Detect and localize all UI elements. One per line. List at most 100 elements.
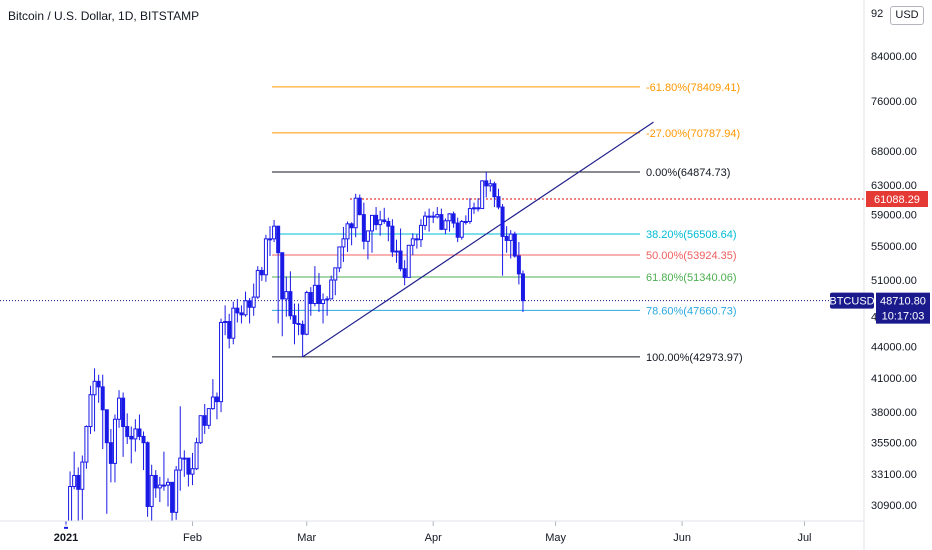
candle[interactable] [96, 374, 101, 403]
candle[interactable] [451, 211, 456, 228]
candle[interactable] [459, 219, 464, 240]
candle[interactable] [141, 431, 146, 471]
candle[interactable] [353, 193, 358, 238]
candle[interactable] [325, 296, 330, 316]
candle[interactable] [133, 419, 138, 452]
candle[interactable] [239, 305, 244, 324]
candle[interactable] [145, 441, 150, 517]
candle[interactable] [137, 414, 142, 441]
candle[interactable] [174, 466, 179, 520]
candle[interactable] [406, 244, 411, 278]
candle[interactable] [292, 303, 297, 345]
candle[interactable] [402, 260, 407, 286]
candle[interactable] [357, 194, 362, 216]
candle[interactable] [300, 320, 305, 357]
candle[interactable] [333, 267, 338, 296]
candle[interactable] [492, 181, 497, 208]
candle[interactable] [516, 242, 521, 285]
candle[interactable] [480, 180, 485, 210]
candle[interactable] [378, 210, 383, 236]
candle[interactable] [394, 239, 399, 263]
candle[interactable] [520, 270, 525, 312]
candle[interactable] [84, 425, 89, 469]
candle[interactable] [153, 470, 158, 498]
candle[interactable] [243, 291, 248, 317]
candle[interactable] [439, 208, 444, 231]
candle[interactable] [435, 207, 440, 219]
candle[interactable] [198, 415, 203, 444]
candle[interactable] [121, 392, 126, 457]
candle[interactable] [484, 171, 489, 198]
candle[interactable] [467, 198, 472, 224]
candle[interactable] [308, 287, 313, 316]
candle[interactable] [410, 233, 415, 256]
candle[interactable] [88, 385, 93, 434]
candle[interactable] [296, 303, 301, 336]
candle[interactable] [341, 226, 346, 262]
candle[interactable] [104, 409, 109, 514]
candle[interactable] [349, 222, 354, 246]
candle[interactable] [312, 266, 317, 307]
candle[interactable] [112, 414, 117, 483]
candle[interactable] [431, 211, 436, 224]
candle[interactable] [370, 214, 374, 253]
candle[interactable] [219, 318, 224, 413]
candle[interactable] [418, 219, 423, 247]
candle[interactable] [280, 252, 285, 337]
candle[interactable] [288, 271, 293, 320]
candle[interactable] [214, 392, 219, 420]
candle[interactable] [276, 225, 281, 324]
candle[interactable] [447, 213, 452, 232]
candle[interactable] [223, 305, 228, 336]
candle[interactable] [508, 230, 513, 259]
candle[interactable] [161, 451, 166, 491]
candle[interactable] [202, 403, 207, 434]
candle[interactable] [361, 202, 366, 250]
candle[interactable] [247, 297, 252, 324]
candle[interactable] [170, 481, 175, 521]
candle[interactable] [386, 217, 391, 242]
candle[interactable] [488, 179, 493, 192]
candle[interactable] [64, 521, 68, 529]
candle[interactable] [329, 275, 334, 300]
candle[interactable] [374, 207, 379, 231]
candle[interactable] [263, 234, 268, 282]
candle[interactable] [190, 452, 195, 486]
candle[interactable] [76, 467, 81, 521]
candle[interactable] [455, 217, 460, 243]
candle[interactable] [259, 267, 264, 281]
candle[interactable] [182, 450, 187, 477]
candle[interactable] [365, 230, 370, 260]
candle[interactable] [227, 313, 232, 349]
candle[interactable] [72, 451, 77, 490]
candle[interactable] [398, 228, 403, 272]
trendline[interactable] [302, 121, 654, 358]
candle[interactable] [512, 231, 517, 258]
candle[interactable] [382, 207, 387, 224]
candle[interactable] [194, 437, 199, 471]
candle[interactable] [472, 202, 476, 214]
candle[interactable] [268, 226, 272, 257]
candle[interactable] [316, 273, 321, 312]
candle[interactable] [108, 428, 113, 483]
candle[interactable] [272, 219, 277, 243]
candle[interactable] [235, 298, 240, 323]
candle[interactable] [255, 266, 260, 299]
candle[interactable] [231, 301, 236, 345]
candle[interactable] [206, 408, 211, 429]
candle[interactable] [321, 293, 326, 324]
candle[interactable] [463, 215, 468, 225]
candle[interactable] [390, 219, 395, 257]
candle[interactable] [125, 413, 130, 444]
candle[interactable] [178, 406, 183, 491]
candle[interactable] [496, 188, 501, 210]
candle[interactable] [423, 211, 428, 231]
candle[interactable] [443, 218, 448, 235]
candle[interactable] [149, 464, 154, 521]
candle[interactable] [186, 457, 191, 487]
candle[interactable] [92, 368, 97, 432]
candle[interactable] [427, 208, 432, 232]
candle[interactable] [117, 390, 122, 428]
candle[interactable] [166, 478, 170, 507]
